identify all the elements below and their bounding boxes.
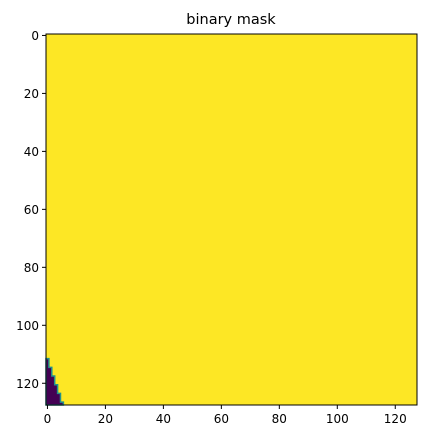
x-tick-label: 120 xyxy=(384,412,407,426)
y-axis: 0 20 40 60 80 100 120 xyxy=(16,29,46,391)
y-tick-label: 20 xyxy=(24,87,39,101)
x-tick-label: 80 xyxy=(272,412,287,426)
y-tick-label: 60 xyxy=(24,203,39,217)
y-tick-label: 120 xyxy=(16,377,39,391)
x-tick-label: 100 xyxy=(326,412,349,426)
y-tick-label: 40 xyxy=(24,145,39,159)
y-tick-label: 0 xyxy=(31,29,39,43)
mask-background-region xyxy=(46,34,417,405)
y-tick-label: 80 xyxy=(24,261,39,275)
y-tick-label: 100 xyxy=(16,319,39,333)
axes-frame xyxy=(45,33,418,406)
x-tick-label: 40 xyxy=(156,412,171,426)
x-tick-label: 20 xyxy=(98,412,113,426)
plot-area xyxy=(45,33,418,406)
mask-zero-region xyxy=(45,357,65,406)
x-tick-label: 60 xyxy=(214,412,229,426)
chart-title: binary mask xyxy=(186,12,276,28)
x-tick-label: 0 xyxy=(44,412,52,426)
x-axis: 0 20 40 60 80 100 120 xyxy=(44,405,407,426)
